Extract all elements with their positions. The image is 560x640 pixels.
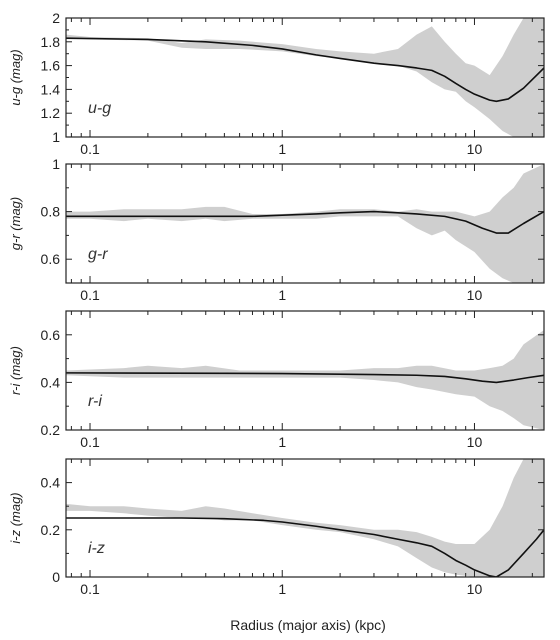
x-tick-label: 1: [278, 141, 286, 157]
panel-label: u-g: [88, 100, 111, 117]
y-tick-label: 0.2: [41, 522, 61, 538]
panel-label: g-r: [88, 246, 108, 263]
y-tick-label: 1: [52, 156, 60, 172]
x-tick-label: 10: [467, 141, 483, 157]
x-tick-label: 0.1: [80, 141, 100, 157]
y-tick-label: 0.6: [41, 327, 61, 343]
y-tick-label: 1.8: [41, 34, 61, 50]
y-tick-label: 0.6: [41, 251, 61, 267]
x-axis-label: Radius (major axis) (kpc): [230, 617, 386, 633]
y-axis-label: g-r (mag): [8, 197, 23, 250]
plot-frame: [65, 310, 545, 431]
y-tick-label: 0.8: [41, 204, 61, 220]
uncertainty-band: [66, 18, 544, 137]
y-tick-label: 1.4: [41, 81, 61, 97]
y-axis-label: r-i (mag): [8, 346, 23, 395]
uncertainty-band: [66, 459, 544, 577]
y-tick-label: 0: [52, 569, 60, 585]
y-axis-label: u-g (mag): [8, 49, 23, 105]
y-tick-label: 1.6: [41, 58, 61, 74]
panel-label: r-i: [88, 393, 102, 410]
model-line: [66, 37, 544, 103]
x-tick-label: 1: [278, 581, 286, 597]
uncertainty-band: [66, 330, 544, 430]
model-line: [66, 210, 544, 234]
y-tick-label: 1.2: [41, 105, 61, 121]
x-tick-label: 10: [467, 287, 483, 303]
panel-i-z: 0.1 1 10 0 0.2 0.4 i-z (mag) i-z: [8, 458, 545, 597]
y-axis-label: i-z (mag): [8, 492, 23, 543]
y-tick-label: 0.4: [41, 475, 61, 491]
x-tick-label: 0.1: [80, 287, 100, 303]
x-tick-label: 10: [467, 581, 483, 597]
plot-frame: [65, 163, 545, 284]
panel-g-r: 0.1 1 10 0.6 0.8 1 g-r (mag) g-r: [8, 156, 545, 303]
model-line: [66, 372, 544, 384]
y-tick-label: 0.4: [41, 374, 61, 390]
x-tick-label: 1: [278, 434, 286, 450]
x-tick-label: 1: [278, 287, 286, 303]
y-tick-label: 1: [52, 129, 60, 145]
x-tick-label: 0.1: [80, 434, 100, 450]
panel-u-g: 0.1 1 10 1 1.2 1.4 1.6 1.8 2 u-g (mag) u-g: [8, 10, 545, 157]
x-tick-label: 0.1: [80, 581, 100, 597]
y-tick-label: 0.2: [41, 422, 61, 438]
plot-frame: [65, 458, 545, 578]
panel-r-i: 0.1 1 10 0.2 0.4 0.6 r-i (mag) r-i: [8, 310, 545, 450]
y-tick-label: 2: [52, 10, 60, 26]
uncertainty-band: [66, 164, 544, 283]
panel-label: i-z: [88, 540, 105, 557]
x-tick-label: 10: [467, 434, 483, 450]
model-line: [66, 517, 544, 577]
